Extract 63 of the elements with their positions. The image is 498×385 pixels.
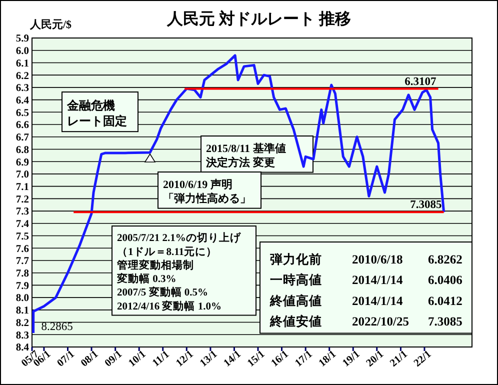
x-tick-label: 18/1 (317, 348, 338, 370)
annotation: 金融危機 (66, 98, 115, 112)
x-tick-label: 20/1 (364, 348, 386, 370)
x-tick-label: 21/1 (388, 348, 410, 370)
y-tick-label: 8.1 (16, 306, 29, 317)
x-tick-label: 17/1 (293, 348, 315, 370)
y-tick-label: 6.0 (16, 46, 29, 58)
annotation: レート固定 (67, 114, 127, 128)
y-tick-label: 7.4 (16, 219, 30, 230)
y-tick-label: 6.5 (16, 108, 29, 119)
annotation: 2005/7/21 2.1%の切り上げ (117, 231, 242, 244)
y-tick-label: 6.9 (16, 157, 29, 168)
y-tick-label: 6.1 (16, 58, 29, 70)
x-tick-label: 22/1 (412, 348, 434, 370)
y-tick-label: 8.3 (16, 330, 29, 342)
x-tick-label: 19/1 (340, 348, 362, 370)
annotation: 2012/4/16 変動幅 1.0% (117, 299, 222, 312)
y-axis-title: 人民元/$ (29, 19, 72, 31)
y-tick-label: 6.6 (16, 120, 29, 132)
annotation: 決定方法 変更 (205, 156, 275, 170)
y-tick-label: 8.0 (16, 293, 29, 304)
y-tick-label: 8.2 (16, 318, 29, 329)
y-tick-label: 7.5 (16, 231, 29, 242)
y-tick-label: 7.6 (16, 244, 29, 255)
chart-title: 人民元 対ドルレート 推移 (166, 9, 351, 28)
y-tick-label: 6.4 (16, 95, 30, 106)
y-tick-label: 7.7 (16, 256, 29, 268)
x-tick-label: 10/1 (126, 348, 148, 370)
x-tick-label: 16/1 (269, 348, 291, 370)
annotation: 2007/5 変動幅 0.5% (117, 286, 208, 299)
y-tick-label: 6.3 (16, 83, 29, 94)
y-tick-label: 7.2 (16, 194, 29, 206)
x-tick-label: 07/1 (55, 348, 77, 370)
annotation: （1ドル＝8.11元に） (117, 246, 218, 258)
y-tick-label: 5.9 (16, 34, 29, 45)
text: 弾力化前 2010/6/18 6.8262 (270, 252, 462, 266)
text: 一時高値 2014/1/14 6.0406 (270, 273, 462, 288)
x-tick-label: 13/1 (198, 348, 220, 370)
x-tick-label: 11/1 (150, 349, 172, 370)
y-tick-label: 7.0 (16, 170, 29, 181)
text: 終値安値 2022/10/25 7.3085 (270, 314, 462, 328)
series-label: 7.3085 (410, 199, 442, 212)
text: 終値高値 2014/1/14 6.0412 (270, 294, 462, 308)
y-tick-label: 7.9 (16, 280, 29, 292)
y-tick-label: 6.8 (16, 144, 29, 156)
x-tick-label: 12/1 (174, 348, 196, 370)
y-tick-label: 8.4 (16, 342, 30, 354)
y-tick-label: 7.3 (16, 206, 29, 218)
series-label: 6.3107 (404, 76, 437, 88)
y-tick-label: 6.7 (16, 132, 29, 144)
x-tick-label: 09/1 (103, 348, 124, 370)
y-tick-label: 7.1 (16, 182, 29, 193)
annotation: 「弾力性高める」 (163, 192, 251, 206)
annotation: 2015/8/11 基準値 (206, 142, 286, 155)
y-tick-label: 6.2 (16, 70, 29, 82)
annotation: 変動幅 0.3% (116, 272, 176, 286)
y-tick-label: 7.8 (16, 268, 29, 280)
x-tick-label: 08/1 (79, 348, 101, 370)
annotation: 8.2865 (41, 320, 74, 333)
x-tick-label: 15/1 (246, 348, 268, 370)
x-tick-label: 14/1 (222, 348, 244, 370)
annotation: 2010/6/19 声明 (163, 178, 232, 191)
annotation: 管理変動相場制 (116, 258, 194, 272)
